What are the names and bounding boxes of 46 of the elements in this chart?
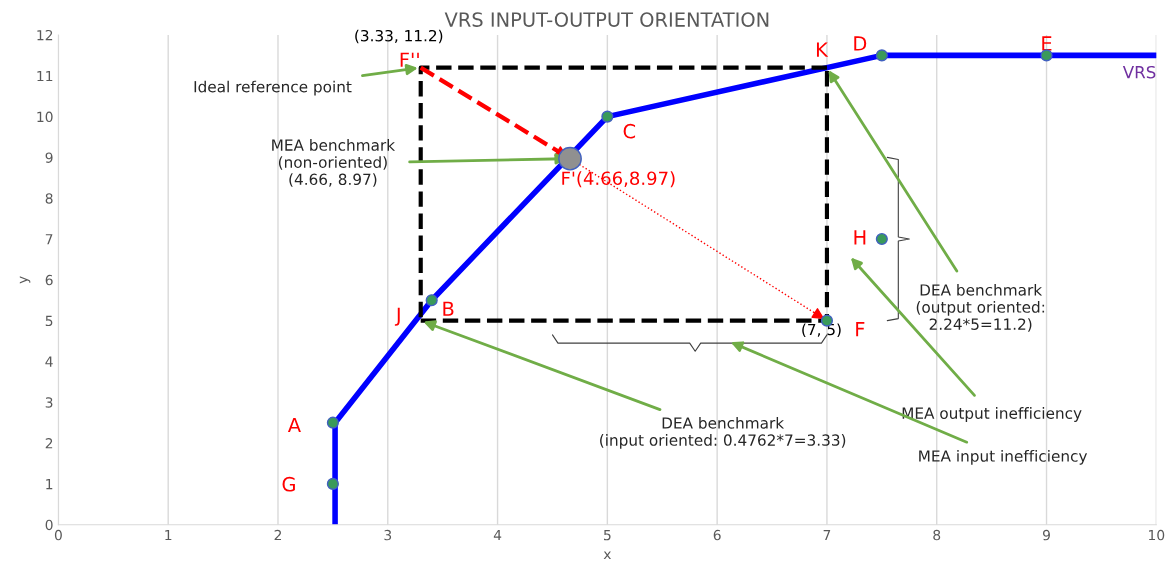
annotation: D <box>854 36 867 51</box>
annotation: DEA benchmark (output oriented: 2.24*5=11.2) <box>916 283 1045 332</box>
x-tick-label: 4 <box>493 529 502 541</box>
y-axis-title: y <box>19 276 31 284</box>
annotation: F'' <box>400 52 419 67</box>
y-tick-label: 11 <box>37 70 53 82</box>
annotation: F'(4.66,8.97) <box>562 171 675 188</box>
annotation: B <box>443 301 454 316</box>
y-tick-label: 9 <box>45 152 53 163</box>
x-tick-label: 8 <box>933 529 941 541</box>
y-tick-label: 12 <box>37 29 53 41</box>
y-tick-label: 10 <box>37 111 53 123</box>
x-axis-title: x <box>603 551 612 560</box>
annotation: (3.33, 11.2) <box>355 29 443 44</box>
y-tick-label: 8 <box>45 193 53 204</box>
annotation: F <box>856 322 865 337</box>
annotation: MEA input inefficiency <box>919 449 1088 465</box>
y-tick-label: 7 <box>45 234 53 245</box>
y-tick-label: 6 <box>45 274 53 286</box>
y-tick-label: 0 <box>45 519 53 531</box>
x-tick-label: 5 <box>604 529 611 541</box>
x-tick-label: 2 <box>274 529 282 541</box>
annotation: K <box>816 42 829 57</box>
x-tick-label: 7 <box>823 529 831 541</box>
annotation: DEA benchmark (input oriented: 0.4762*7=3.33) <box>600 416 846 449</box>
annotation: Ideal reference point <box>194 80 352 96</box>
y-tick-label: 2 <box>45 438 53 449</box>
x-tick-label: 0 <box>54 529 62 541</box>
annotation: H <box>854 230 866 245</box>
y-tick-label: 4 <box>45 356 53 367</box>
annotation: A <box>287 417 301 433</box>
x-tick-label: 1 <box>165 529 172 541</box>
x-tick-label: 6 <box>713 529 721 541</box>
x-tick-label: 10 <box>1149 529 1165 541</box>
y-tick-label: 5 <box>45 315 53 327</box>
chart-title: VRS INPUT-OUTPUT ORIENTATION <box>444 12 769 27</box>
y-tick-label: 3 <box>45 397 53 408</box>
annotation: MEA benchmark (non-oriented) (4.66, 8.97) <box>272 139 396 187</box>
x-tick-label: 3 <box>384 529 392 541</box>
annotation: C <box>623 123 636 139</box>
annotation: MEA output inefficiency <box>902 407 1082 422</box>
annotation: G <box>282 476 295 492</box>
series-label: VRS <box>1122 65 1156 79</box>
x-tick-label: 9 <box>1042 529 1050 541</box>
annotation: J <box>394 307 400 326</box>
y-tick-label: 1 <box>46 479 53 490</box>
